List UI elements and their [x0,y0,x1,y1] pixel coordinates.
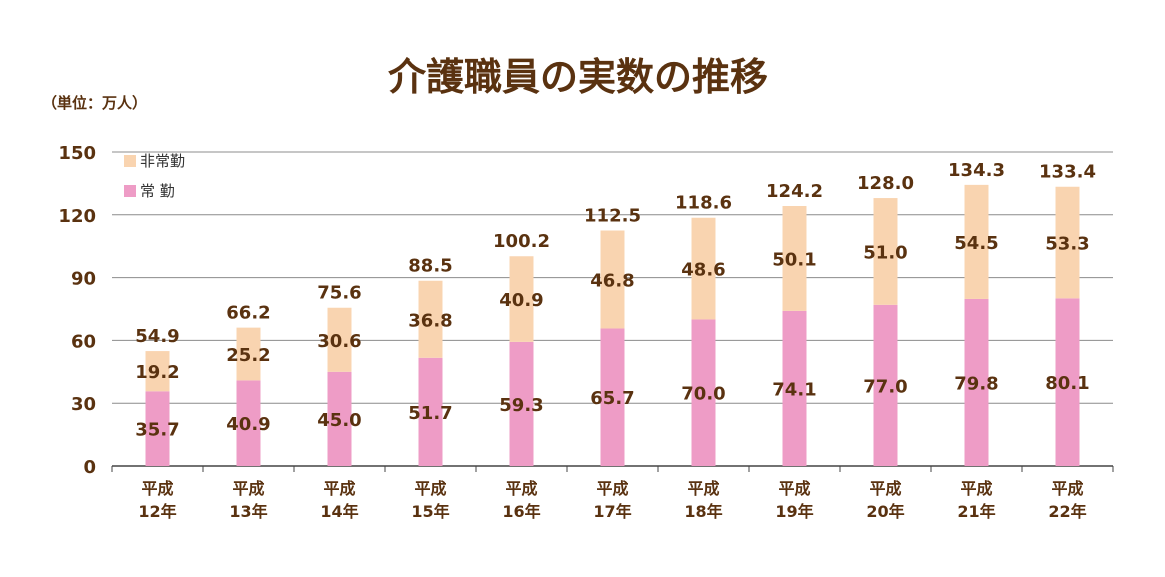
data-label-nonregular: 30.6 [317,331,361,352]
data-label-total: 112.5 [584,206,641,227]
y-tick-label: 120 [58,206,96,227]
unit-label: （単位：万人） [42,94,147,112]
x-category-era: 平成 [232,479,264,498]
data-label-total: 128.0 [857,173,914,194]
x-category-year: 19年 [775,502,813,521]
data-label-nonregular: 46.8 [590,270,634,291]
data-label-regular: 77.0 [863,376,907,397]
bar-regular [236,380,261,466]
bar-nonregular [873,198,898,305]
x-category-year: 16年 [502,502,540,521]
bar-nonregular [509,256,534,342]
data-label-total: 54.9 [135,326,179,347]
data-label-regular: 59.3 [499,395,543,416]
y-tick-label: 90 [71,269,96,290]
data-label-nonregular: 48.6 [681,260,725,281]
bar-nonregular [691,217,716,320]
data-label-regular: 79.8 [954,373,998,394]
data-label-total: 133.4 [1039,162,1096,183]
x-category-era: 平成 [687,479,719,498]
legend-label: 非常勤 [140,152,185,170]
x-category-year: 20年 [866,502,904,521]
y-axis-ticks: 0 30 60 90 120 150 [58,143,96,478]
bar-nonregular [1055,186,1080,299]
data-label-nonregular: 36.8 [408,310,452,331]
x-category-year: 14年 [320,502,358,521]
x-category-year: 13年 [229,502,267,521]
data-label-total: 66.2 [226,303,270,324]
bar-regular [964,298,989,466]
bar-regular [327,371,352,466]
x-category-era: 平成 [505,479,537,498]
bar-nonregular [964,184,989,299]
bar-nonregular [418,280,443,358]
x-category-year: 17年 [593,502,631,521]
bar-regular [509,341,534,466]
bar-nonregular [145,351,170,392]
data-label-regular: 45.0 [317,410,361,431]
data-label-nonregular: 50.1 [772,249,816,270]
x-category-era: 平成 [869,479,901,498]
data-label-nonregular: 40.9 [499,290,543,311]
data-label-total: 100.2 [493,231,550,252]
data-label-total: 88.5 [408,256,452,277]
bars [145,184,1080,466]
data-label-nonregular: 19.2 [135,362,179,383]
data-label-nonregular: 25.2 [226,345,270,366]
x-category-year: 12年 [138,502,176,521]
data-label-total: 75.6 [317,283,361,304]
y-tick-label: 60 [71,331,96,352]
data-label-nonregular: 51.0 [863,242,907,263]
data-label-regular: 70.0 [681,384,725,405]
legend-item-nonregular: 非常勤 [124,152,185,170]
data-label-total: 134.3 [948,160,1005,181]
legend-label: 常 勤 [140,182,175,200]
x-category-era: 平成 [960,479,992,498]
x-category-year: 18年 [684,502,722,521]
data-label-regular: 65.7 [590,388,634,409]
data-labels: 35.7 19.2 54.9 40.9 25.2 66.2 45.0 30.6 75.6 51.7… [135,160,1096,441]
legend-swatch [124,185,136,197]
data-label-total: 118.6 [675,193,732,214]
x-category-year: 22年 [1048,502,1086,521]
x-category-era: 平成 [778,479,810,498]
x-category-year: 21年 [957,502,995,521]
x-category-era: 平成 [1051,479,1083,498]
x-category-era: 平成 [323,479,355,498]
bar-regular [600,328,625,466]
chart-title: 介護職員の実数の推移 [388,55,768,99]
bar-regular [873,304,898,466]
x-category-era: 平成 [141,479,173,498]
data-label-regular: 51.7 [408,403,452,424]
x-category-era: 平成 [596,479,628,498]
bar-regular [782,310,807,466]
x-category-year: 15年 [411,502,449,521]
bar-regular [145,391,170,466]
legend-item-regular: 常 勤 [124,182,175,200]
bar-regular [418,357,443,466]
data-label-regular: 35.7 [135,420,179,441]
data-label-regular: 80.1 [1045,373,1089,394]
data-label-regular: 40.9 [226,414,270,435]
bar-nonregular [236,327,261,381]
data-label-total: 124.2 [766,181,823,202]
bar-nonregular [600,230,625,329]
data-label-regular: 74.1 [772,379,816,400]
bar-regular [1055,298,1080,466]
y-tick-label: 0 [83,457,96,478]
bar-nonregular [782,206,807,311]
x-axis-categories: 平成 12年 平成 13年 平成 14年 平成 15年 平成 16年 平成 17年 平成 18年 平成 19年… [138,479,1086,521]
bar-nonregular [327,307,352,372]
legend-swatch [124,155,136,167]
x-category-era: 平成 [414,479,446,498]
data-label-nonregular: 54.5 [954,233,998,254]
bar-regular [691,319,716,466]
y-tick-label: 30 [71,394,96,415]
data-label-nonregular: 53.3 [1045,234,1089,255]
y-tick-label: 150 [58,143,96,164]
